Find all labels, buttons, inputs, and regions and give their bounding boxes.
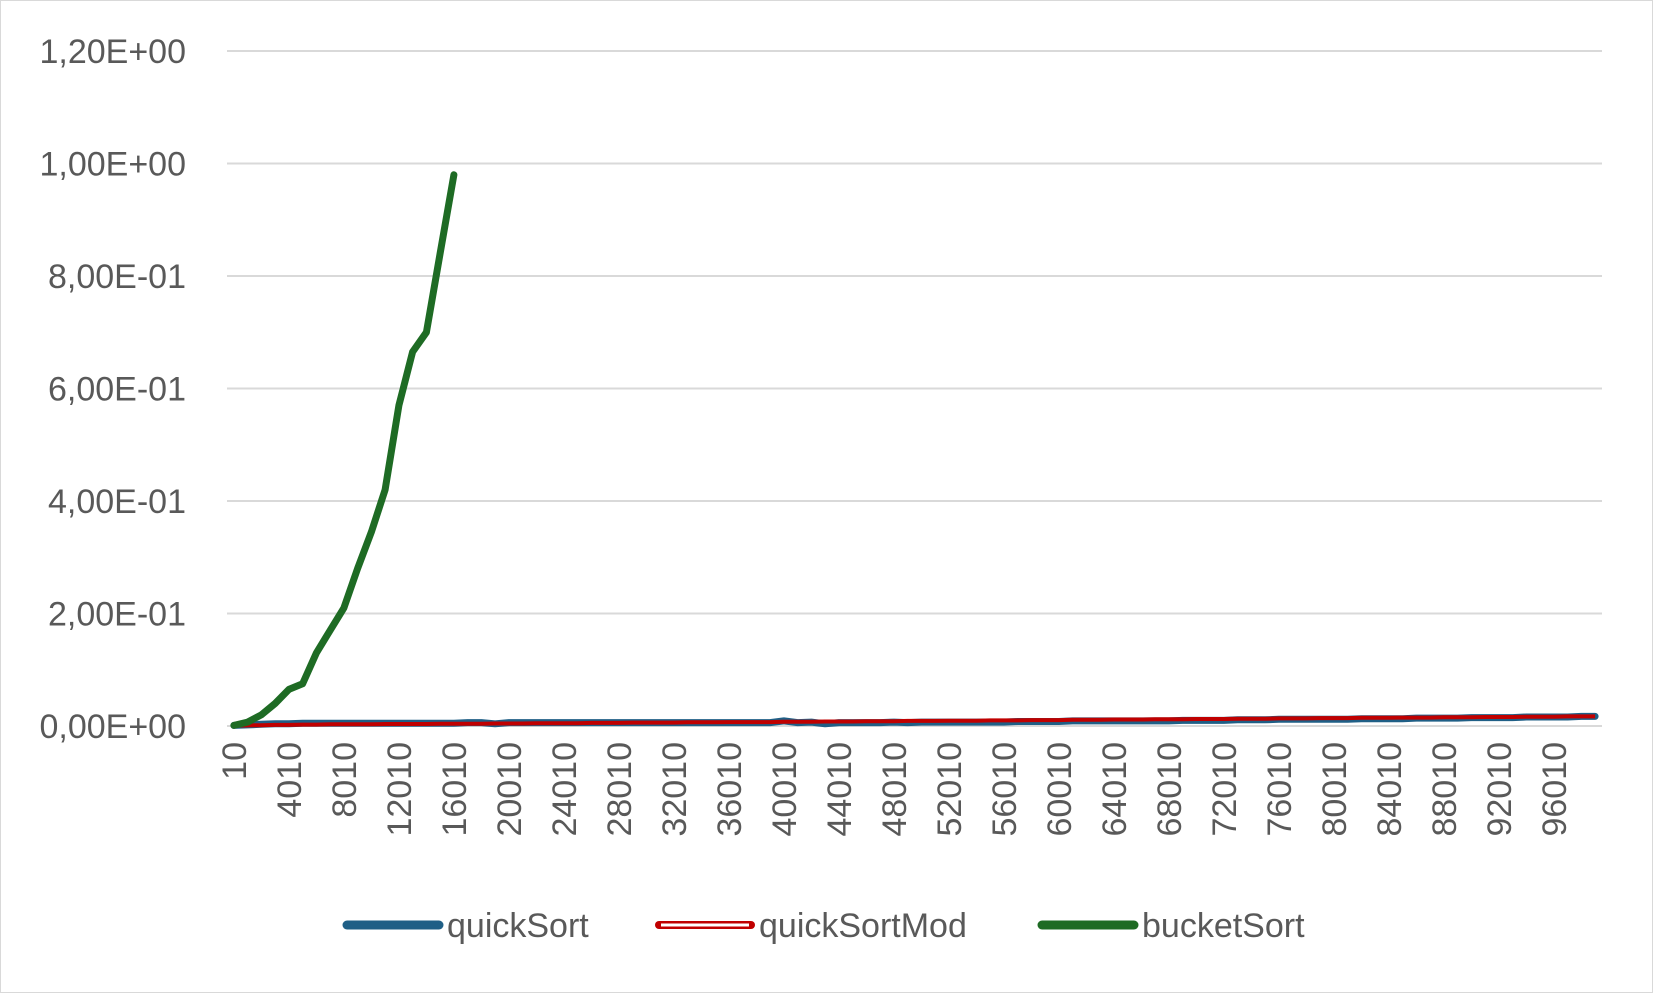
x-tick-label: 76010 — [1261, 742, 1299, 837]
y-tick-label: 1,20E+00 — [39, 33, 186, 71]
y-tick-label: 8,00E-01 — [48, 258, 186, 296]
x-tick-label: 44010 — [821, 742, 859, 837]
x-tick-label: 84010 — [1371, 742, 1409, 837]
x-tick-label: 60010 — [1041, 742, 1079, 837]
series-quicksortmod-line — [233, 714, 1596, 728]
x-tick-label: 36010 — [711, 742, 749, 837]
x-tick-label: 10 — [216, 742, 254, 780]
x-tick-label: 12010 — [381, 742, 419, 837]
x-tick-label: 24010 — [546, 742, 584, 837]
x-tick-label: 32010 — [656, 742, 694, 837]
y-tick-label: 2,00E-01 — [48, 596, 186, 634]
x-tick-label: 52010 — [931, 742, 969, 837]
x-tick-label: 56010 — [986, 742, 1024, 837]
x-tick-label: 68010 — [1151, 742, 1189, 837]
x-tick-label: 88010 — [1426, 742, 1464, 837]
y-axis-tick-labels: 0,00E+00 2,00E-01 4,00E-01 6,00E-01 8,00E-01… — [39, 33, 186, 746]
y-tick-label: 4,00E-01 — [48, 483, 186, 521]
x-tick-label: 20010 — [491, 742, 529, 837]
x-tick-label: 92010 — [1481, 742, 1519, 837]
x-tick-label: 64010 — [1096, 742, 1134, 837]
y-tick-label: 0,00E+00 — [39, 708, 186, 746]
legend-bucketsort-label: bucketSort — [1142, 907, 1305, 945]
legend: quickSort quickSortMod bucketSort — [342, 907, 1305, 945]
x-tick-label: 8010 — [326, 742, 364, 818]
y-tick-label: 6,00E-01 — [48, 371, 186, 409]
y-tick-label: 1,00E+00 — [39, 146, 186, 184]
x-axis-tick-labels: 10 4010 8010 12010 16010 20010 24010 28010 32010… — [216, 742, 1574, 837]
legend-quicksort-label: quickSort — [447, 907, 589, 945]
legend-quicksortmod-label: quickSortMod — [759, 907, 967, 945]
series-bucketsort-line — [230, 171, 458, 729]
x-tick-label: 28010 — [601, 742, 639, 837]
x-tick-label: 40010 — [766, 742, 804, 837]
x-tick-label: 80010 — [1316, 742, 1354, 837]
x-tick-label: 48010 — [876, 742, 914, 837]
series-lines — [230, 171, 1599, 729]
x-tick-label: 72010 — [1206, 742, 1244, 837]
gridlines — [227, 50, 1602, 727]
x-tick-label: 96010 — [1536, 742, 1574, 837]
x-tick-label: 4010 — [271, 742, 309, 818]
x-tick-label: 16010 — [436, 742, 474, 837]
